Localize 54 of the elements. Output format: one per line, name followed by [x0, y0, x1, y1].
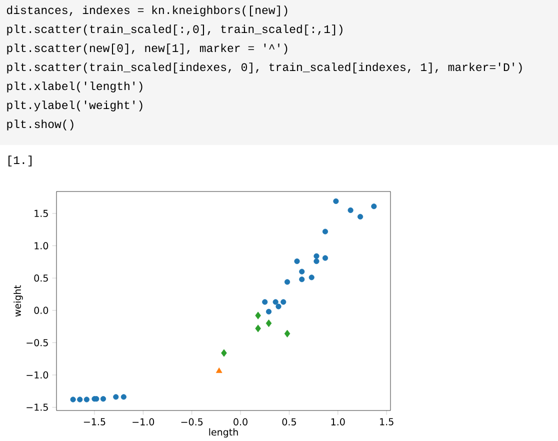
- y-tick-label: 0.0: [34, 306, 48, 314]
- point: [70, 396, 76, 402]
- point: [221, 349, 227, 357]
- text: plt.ylabel('weight'): [7, 100, 142, 112]
- point: [120, 394, 126, 400]
- point: [262, 299, 268, 305]
- x-tick-label: −1.5: [84, 418, 106, 426]
- point: [322, 228, 328, 234]
- point: [255, 324, 261, 332]
- text: plt.scatter(train_scaled[:,0], train_scaled[:,1]): [7, 24, 342, 36]
- text: plt.scatter(new[0], new[1], marker = '^'): [7, 44, 288, 54]
- y-tick-label: 1.0: [34, 242, 48, 250]
- x-tick-label: 0.0: [234, 418, 248, 426]
- point: [299, 276, 305, 282]
- x-tick-label: 1.5: [380, 418, 394, 426]
- point: [314, 253, 320, 259]
- y-tick-label: −0.5: [26, 339, 48, 346]
- point: [77, 396, 83, 402]
- point: [272, 299, 278, 305]
- point: [280, 299, 286, 305]
- text: distances, indexes = kn.kneighbors([new]): [6, 6, 288, 16]
- x-tick-label: −0.5: [181, 418, 203, 426]
- point: [322, 255, 328, 261]
- point: [113, 394, 119, 400]
- text: plt.scatter(train_scaled[indexes, 0], train_scaled[indexes, 1], marker='D'): [7, 62, 522, 74]
- point: [299, 268, 305, 274]
- point: [266, 320, 272, 328]
- point: [358, 214, 364, 220]
- y-tick-label: −1.0: [26, 371, 48, 379]
- y-tick-label: −1.5: [26, 404, 48, 411]
- point: [276, 304, 282, 310]
- x-tick-label: 0.5: [282, 418, 296, 426]
- point: [333, 198, 339, 204]
- text: plt.show(): [7, 120, 74, 130]
- x-tick-label: −1.0: [132, 418, 154, 426]
- y-tick-label: 1.5: [34, 210, 48, 218]
- point: [216, 368, 222, 374]
- y-tick-label: 0.5: [34, 274, 48, 282]
- point: [266, 308, 272, 315]
- point: [84, 396, 90, 402]
- x-tick-label: 1.0: [331, 418, 345, 426]
- text: [1.]: [8, 156, 32, 166]
- point: [294, 258, 300, 264]
- point: [348, 208, 354, 214]
- point: [314, 258, 320, 264]
- point: [100, 396, 106, 402]
- point: [284, 279, 290, 285]
- point: [284, 330, 290, 338]
- text: plt.xlabel('length'): [7, 82, 142, 92]
- point: [255, 312, 261, 320]
- point: [371, 204, 377, 210]
- y-axis-title: weight: [14, 285, 23, 317]
- point: [308, 274, 314, 280]
- x-axis-title: length: [209, 428, 238, 438]
